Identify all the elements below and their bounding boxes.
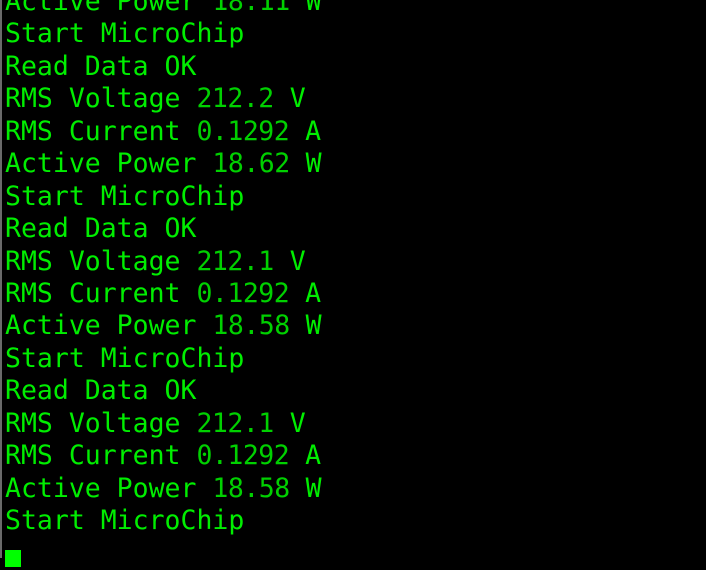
line-label: Read Data OK <box>5 375 197 407</box>
terminal-line: Active Power 18.62 W <box>5 148 322 180</box>
line-label: Active Power <box>5 472 213 504</box>
terminal-line: Start MicroChip <box>5 343 322 375</box>
line-value: 0.1292 <box>196 277 290 309</box>
terminal-line: RMS Voltage 212.1 V <box>5 408 322 440</box>
terminal-line: Start MicroChip <box>5 18 322 50</box>
terminal-line: RMS Current 0.1292 A <box>5 440 322 472</box>
cursor-block-icon <box>5 550 21 568</box>
line-value: 0.1292 <box>196 440 290 472</box>
line-label: RMS Current <box>5 440 197 472</box>
line-label: Read Data OK <box>5 50 197 82</box>
line-label: Active Power <box>5 0 213 17</box>
terminal-line: RMS Voltage 212.2 V <box>5 83 322 115</box>
terminal-line: Start MicroChip <box>5 505 322 537</box>
terminal-line: RMS Voltage 212.1 V <box>5 246 322 278</box>
line-label: Active Power <box>5 148 213 180</box>
line-unit: V <box>273 407 306 439</box>
line-unit: A <box>289 277 322 309</box>
line-unit: V <box>273 83 306 115</box>
line-value: 0.1292 <box>196 115 290 147</box>
prompt-line <box>5 537 322 569</box>
line-value: 212.1 <box>196 407 274 439</box>
terminal-output[interactable]: Active Power 18.11 W Start MicroChip Read … <box>5 0 322 570</box>
line-label: Active Power <box>5 310 213 342</box>
line-label: Start MicroChip <box>5 342 245 374</box>
terminal-line: Start MicroChip <box>5 181 322 213</box>
line-value: 18.58 <box>212 310 290 342</box>
line-value: 212.2 <box>196 83 274 115</box>
line-unit: V <box>273 245 306 277</box>
line-value: 18.58 <box>212 472 290 504</box>
line-unit: A <box>289 115 322 147</box>
line-unit: A <box>289 440 322 472</box>
terminal-line: Active Power 18.58 W <box>5 310 322 342</box>
line-unit: W <box>289 472 322 504</box>
line-unit: W <box>289 310 322 342</box>
line-label: RMS Current <box>5 277 197 309</box>
line-label: RMS Voltage <box>5 407 197 439</box>
terminal-line: Active Power 18.58 W <box>5 473 322 505</box>
terminal-line: Read Data OK <box>5 375 322 407</box>
line-value: 18.11 <box>212 0 290 17</box>
terminal-line: Read Data OK <box>5 51 322 83</box>
line-unit: W <box>289 148 322 180</box>
line-unit: W <box>289 0 322 17</box>
terminal-line: RMS Current 0.1292 A <box>5 278 322 310</box>
terminal-line: RMS Current 0.1292 A <box>5 116 322 148</box>
line-label: Start MicroChip <box>5 18 245 50</box>
line-label: Start MicroChip <box>5 180 245 212</box>
line-label: Read Data OK <box>5 213 197 245</box>
line-label: RMS Voltage <box>5 245 197 277</box>
line-label: Start MicroChip <box>5 505 245 536</box>
terminal-line: Read Data OK <box>5 213 322 245</box>
line-value: 212.1 <box>196 245 274 277</box>
line-label: RMS Voltage <box>5 83 197 115</box>
window-left-border <box>0 0 2 558</box>
terminal-line: Active Power 18.11 W <box>5 0 322 18</box>
line-label: RMS Current <box>5 115 197 147</box>
line-value: 18.62 <box>212 148 290 180</box>
